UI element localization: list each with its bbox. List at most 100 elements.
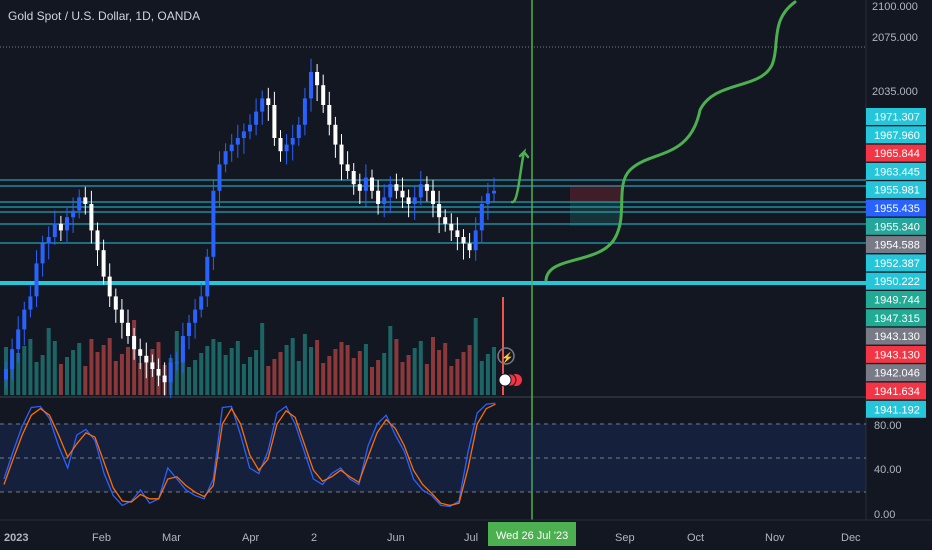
volume-bar: [296, 361, 301, 395]
volume-bar: [89, 339, 94, 395]
price-tag: [866, 291, 926, 308]
stoch-d-line: [3, 403, 496, 507]
candle-body: [339, 144, 344, 165]
candle-body: [333, 124, 338, 145]
volume-bar: [241, 364, 246, 395]
volume-bar: [461, 352, 466, 395]
volume-bar: [321, 363, 326, 395]
volume-bar: [370, 367, 374, 395]
candle-body: [156, 369, 161, 376]
candle-body: [455, 230, 460, 237]
candle-body: [492, 190, 496, 194]
volume-bar: [217, 342, 222, 395]
volume-bar: [467, 345, 472, 395]
volume-bar: [443, 343, 448, 395]
position-box-loss: [570, 186, 622, 202]
volume-bar: [260, 323, 265, 395]
candle-body: [113, 296, 118, 310]
candle-body: [174, 362, 179, 364]
candle-body: [315, 72, 320, 86]
volume-bar: [223, 355, 228, 395]
price-tag-label: 1971.307: [874, 112, 920, 124]
volume-bar: [431, 337, 435, 395]
volume-bar: [16, 353, 21, 395]
volume-bar: [65, 357, 69, 395]
candle-body: [205, 256, 210, 297]
candle-body: [217, 164, 222, 191]
position-box-profit: [570, 202, 622, 226]
lightning-glyph: ⚡: [501, 351, 513, 364]
price-tag: [866, 199, 926, 217]
volume-bar: [302, 334, 307, 395]
candle-body: [119, 309, 124, 323]
volume-bar: [418, 341, 423, 395]
volume-bar: [52, 341, 57, 395]
volume-bar: [126, 347, 130, 395]
volume-bar: [382, 353, 387, 395]
volume-bar: [95, 352, 100, 395]
candle-body: [16, 329, 21, 350]
candle-body: [46, 237, 51, 244]
candle-body: [376, 190, 381, 204]
candle-body: [126, 322, 130, 336]
time-tick-label: 2023: [4, 532, 28, 544]
volume-bar: [345, 345, 350, 395]
price-tag: [866, 364, 926, 382]
time-tick-label: Oct: [687, 532, 704, 544]
volume-bar: [290, 338, 295, 395]
volume-bar: [357, 351, 362, 395]
time-tick-label: Apr: [242, 532, 259, 544]
volume-bar: [376, 360, 381, 395]
volume-bar: [449, 366, 454, 395]
candle-body: [272, 105, 277, 138]
candle-body: [467, 243, 472, 251]
candle-body: [4, 369, 8, 380]
volume-bar: [77, 343, 82, 395]
candle-body: [144, 355, 149, 363]
price-tag: [866, 108, 926, 125]
crosshair-date-tag: [488, 522, 576, 546]
volume-bar: [351, 358, 356, 395]
volume-bar: [107, 338, 112, 395]
candle-body: [309, 72, 313, 99]
candle-body: [382, 197, 387, 204]
candle-body: [10, 349, 15, 369]
price-tick-label: 2075.000: [872, 32, 918, 44]
candle-body: [266, 98, 271, 105]
price-tag: [866, 144, 926, 162]
volume-bar: [272, 359, 277, 395]
candle-body: [485, 193, 490, 204]
price-tag-label: 1967.960: [874, 130, 920, 142]
volume-bar: [138, 363, 143, 395]
candle-body: [34, 263, 39, 297]
volume-bar: [327, 356, 332, 395]
stoch-tick-label: 80.00: [874, 420, 902, 432]
candle-body: [187, 322, 191, 336]
candle-body: [479, 204, 484, 231]
price-tag: [866, 236, 926, 254]
price-tag-label: 1954.588: [874, 240, 920, 252]
lightning-icon: [497, 347, 515, 365]
candle-body: [248, 124, 252, 132]
candle-body: [40, 243, 45, 264]
candle-body: [284, 144, 289, 152]
price-tag: [866, 272, 926, 290]
price-tag: [866, 309, 926, 327]
time-tick-label: Mar: [162, 532, 181, 544]
candle-body: [83, 197, 88, 204]
volume-bar: [284, 345, 289, 395]
price-tag: [866, 181, 926, 199]
volume-bar: [363, 344, 368, 395]
candle-body: [235, 138, 240, 145]
candle-body: [345, 164, 350, 171]
volume-bar: [46, 328, 51, 395]
volume-bar: [412, 348, 417, 395]
volume-bar: [309, 347, 313, 395]
price-tag-label: 1947.315: [874, 313, 920, 325]
price-tag-label: 1941.192: [874, 404, 920, 416]
candle-body: [351, 171, 356, 185]
volume-bar: [278, 352, 283, 395]
volume-bar: [71, 350, 76, 395]
price-tag: [866, 400, 926, 418]
